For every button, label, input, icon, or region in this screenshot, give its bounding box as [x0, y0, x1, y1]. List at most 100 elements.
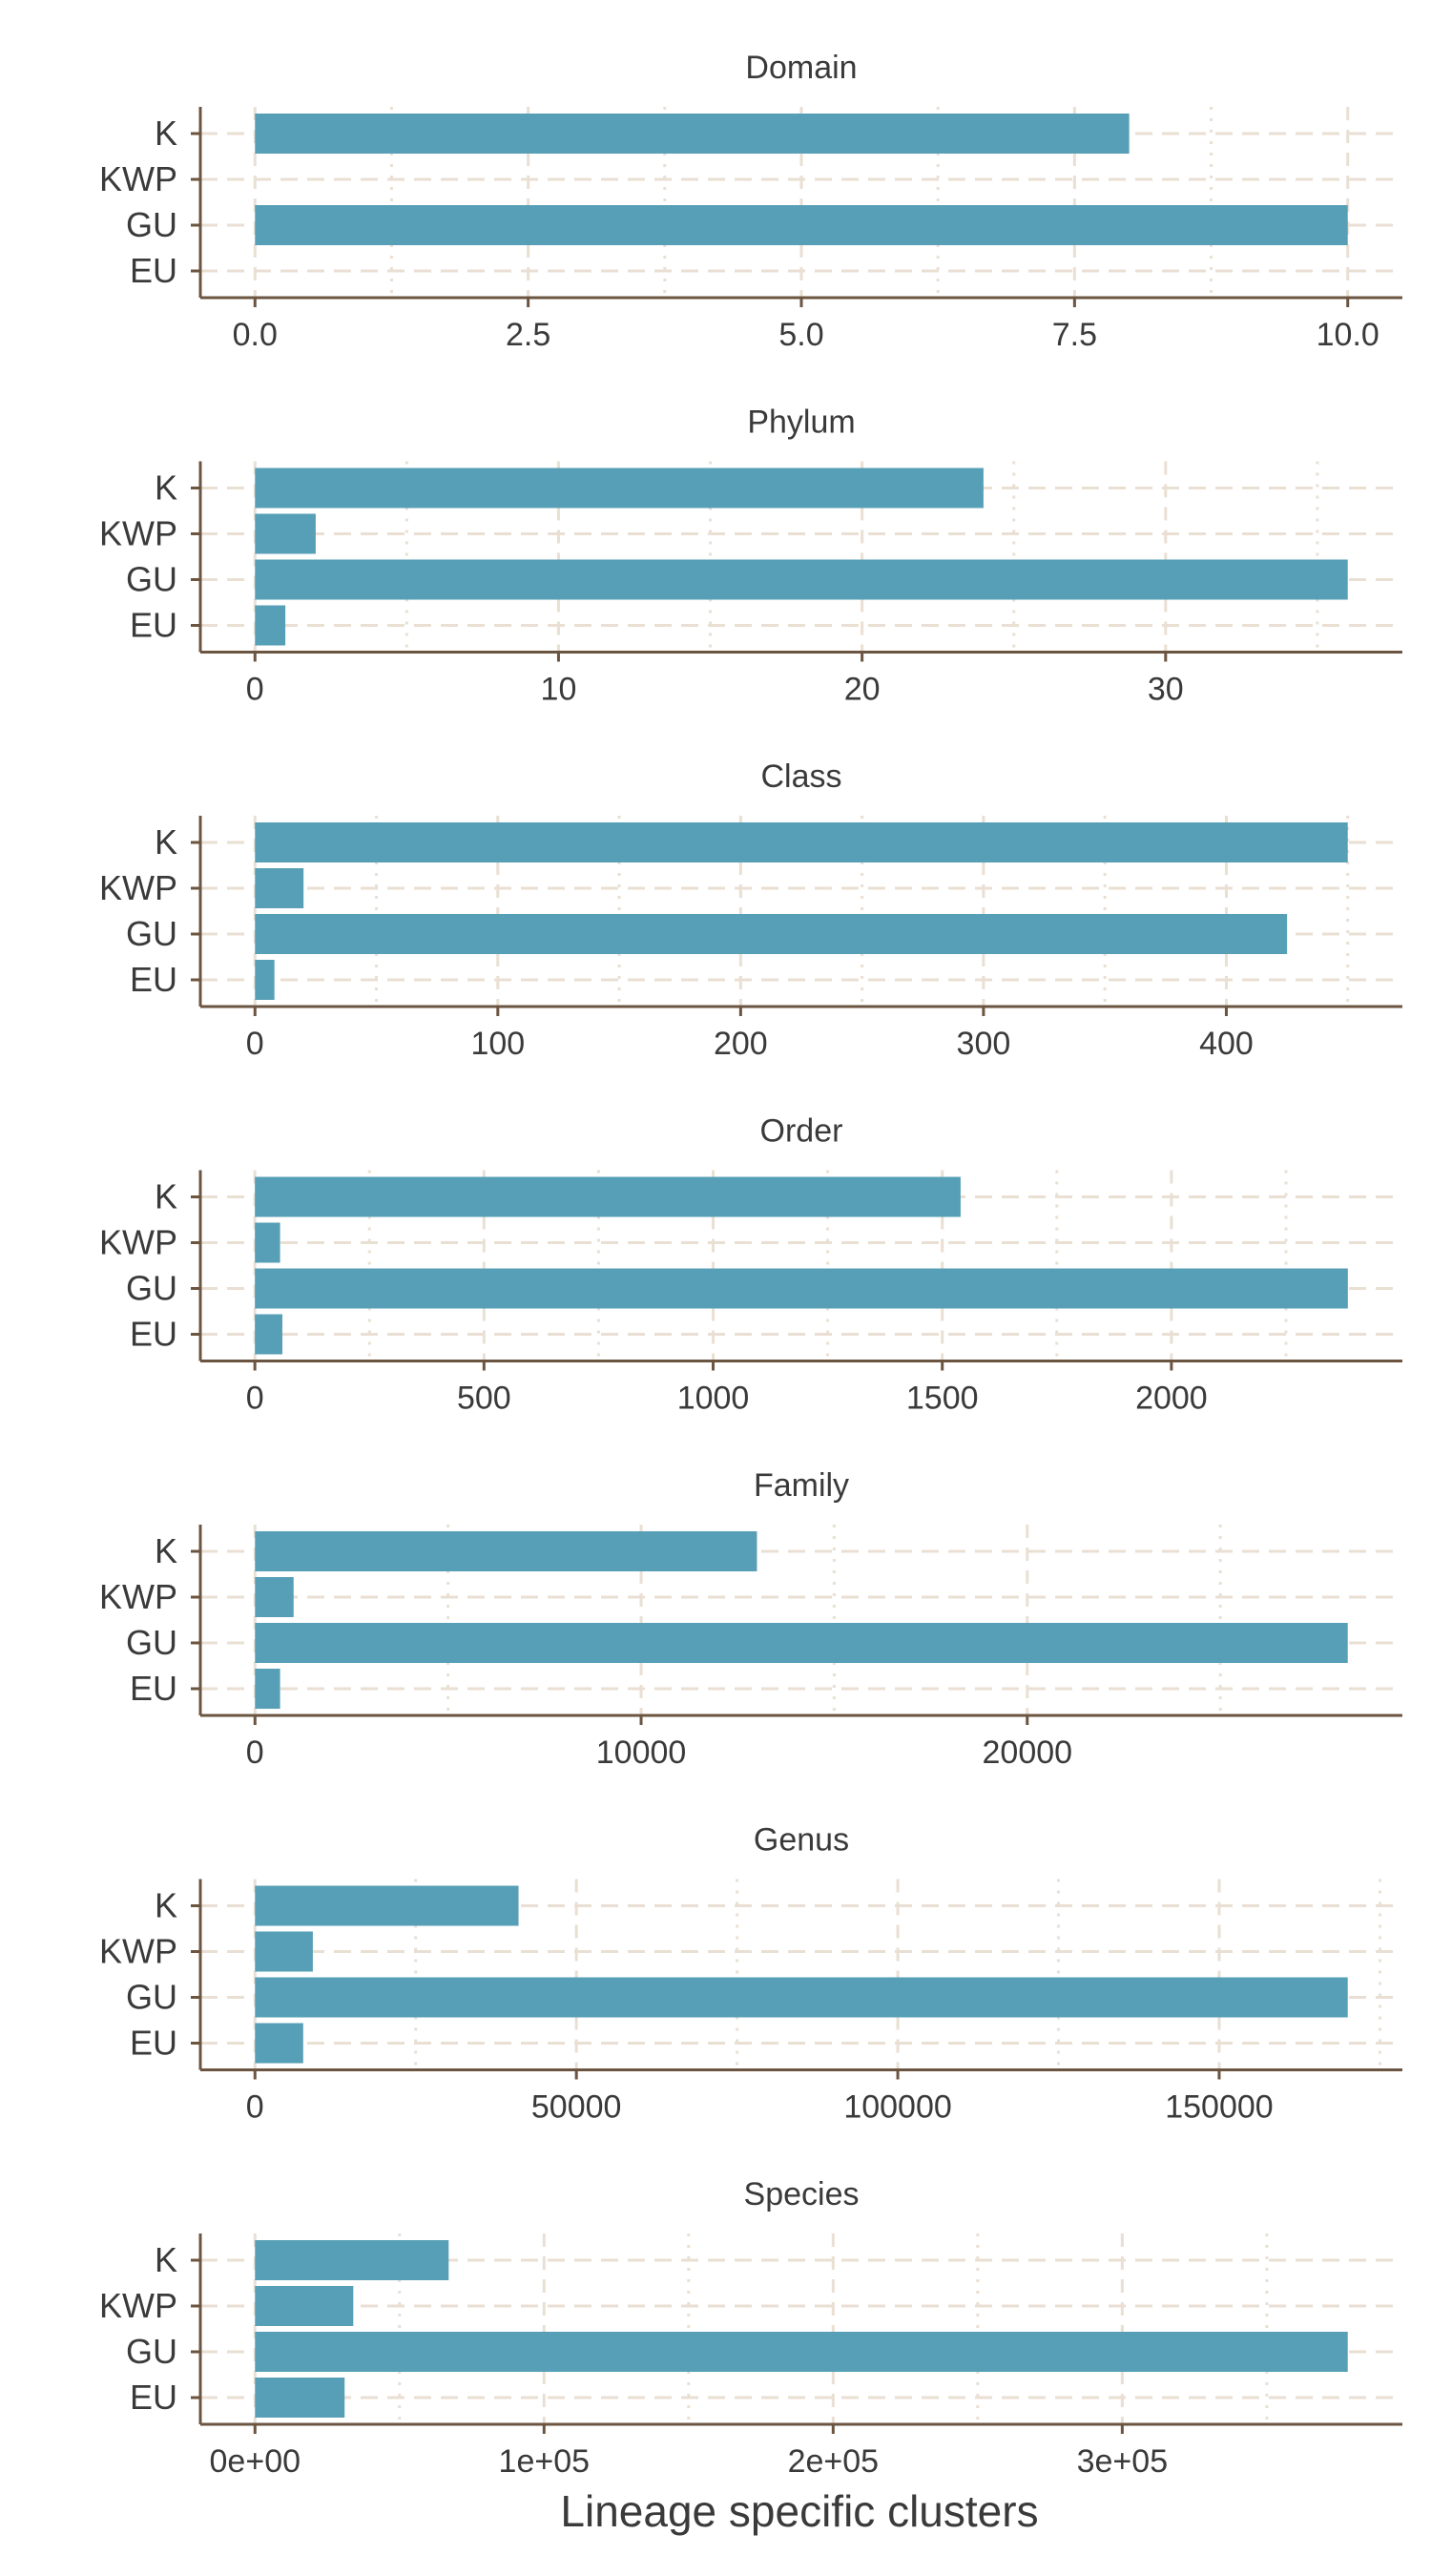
- x-tick-label: 0: [246, 1381, 264, 1417]
- bar-kwp: [255, 1577, 294, 1617]
- panel-title: Order: [760, 1113, 843, 1150]
- category-label-gu: GU: [126, 560, 177, 599]
- x-tick-label: 10000: [596, 1735, 687, 1771]
- bar-gu: [255, 1623, 1348, 1663]
- x-tick-label: 0: [246, 1026, 264, 1062]
- panel-genus: Genus K KWP GU EU 0 50000 100000 150000: [99, 1822, 1402, 2126]
- x-tick-label: 7.5: [1052, 317, 1097, 353]
- bar-eu: [255, 605, 286, 646]
- x-tick-label: 1000: [677, 1381, 750, 1417]
- x-tick-label: 20: [844, 672, 881, 708]
- panel-title: Species: [744, 2176, 860, 2212]
- bar-kwp: [255, 1222, 280, 1263]
- bar-k: [255, 1531, 757, 1571]
- x-tick-label: 50000: [531, 2089, 622, 2126]
- x-tick-label: 3e+05: [1077, 2443, 1169, 2480]
- category-label-eu: EU: [130, 606, 177, 645]
- category-label-k: K: [155, 1177, 177, 1216]
- bar-gu: [255, 559, 1348, 600]
- panel-class: Class K KWP GU EU 0 100 200 300 400: [99, 758, 1402, 1062]
- x-tick-label: 20000: [983, 1735, 1073, 1771]
- panel-domain: Domain K KWP GU EU 0.0 2.5 5.0 7.5 10.0: [99, 50, 1402, 353]
- bar-k: [255, 2240, 449, 2280]
- x-tick-label: 30: [1148, 672, 1184, 708]
- x-axis-title: Lineage specific clusters: [560, 2486, 1038, 2536]
- x-tick-label: 0: [246, 1735, 264, 1771]
- category-label-kwp: KWP: [99, 1932, 177, 1971]
- bar-k: [255, 1885, 519, 1926]
- category-label-k: K: [155, 114, 177, 153]
- panel-species: Species K KWP GU EU 0e+00 1e+05 2e+05 3e+05: [99, 2176, 1402, 2480]
- category-label-k: K: [155, 468, 177, 508]
- category-label-kwp: KWP: [99, 1223, 177, 1262]
- panel-family: Family K KWP GU EU 0 10000 20000: [99, 1467, 1402, 1771]
- x-tick-label: 2e+05: [788, 2443, 880, 2480]
- category-label-kwp: KWP: [99, 2286, 177, 2325]
- x-tick-label: 100000: [843, 2089, 951, 2126]
- category-label-eu: EU: [130, 2024, 177, 2063]
- category-label-k: K: [155, 1531, 177, 1570]
- x-tick-label: 300: [957, 1026, 1011, 1062]
- category-label-kwp: KWP: [99, 159, 177, 198]
- category-label-eu: EU: [130, 1669, 177, 1708]
- bar-k: [255, 1176, 961, 1217]
- bar-gu: [255, 1268, 1348, 1309]
- category-label-k: K: [155, 822, 177, 862]
- category-label-gu: GU: [126, 1978, 177, 2017]
- x-tick-label: 1e+05: [499, 2443, 591, 2480]
- bar-gu: [255, 205, 1348, 245]
- x-tick-label: 2000: [1135, 1381, 1208, 1417]
- category-label-eu: EU: [130, 960, 177, 999]
- category-label-eu: EU: [130, 2378, 177, 2417]
- x-tick-label: 100: [470, 1026, 525, 1062]
- category-label-eu: EU: [130, 1315, 177, 1354]
- bar-eu: [255, 2023, 303, 2064]
- bar-k: [255, 822, 1348, 862]
- x-tick-label: 0e+00: [210, 2443, 301, 2480]
- x-tick-label: 200: [714, 1026, 768, 1062]
- bar-eu: [255, 2378, 345, 2418]
- panel-title: Genus: [754, 1822, 849, 1859]
- category-label-gu: GU: [126, 1269, 177, 1308]
- x-tick-label: 150000: [1165, 2089, 1273, 2126]
- x-tick-label: 1500: [906, 1381, 979, 1417]
- panel-phylum: Phylum K KWP GU EU 0 10 20 30: [99, 405, 1402, 708]
- bar-kwp: [255, 868, 304, 908]
- x-tick-label: 0: [246, 672, 264, 708]
- category-label-eu: EU: [130, 251, 177, 290]
- category-label-kwp: KWP: [99, 514, 177, 553]
- bar-gu: [255, 914, 1288, 954]
- x-tick-label: 10: [541, 672, 577, 708]
- category-label-k: K: [155, 1886, 177, 1925]
- bar-eu: [255, 960, 275, 1000]
- x-tick-label: 10.0: [1317, 317, 1379, 353]
- x-tick-label: 5.0: [778, 317, 823, 353]
- x-tick-label: 0.0: [233, 317, 278, 353]
- bar-k: [255, 467, 984, 509]
- panel-title: Family: [754, 1467, 849, 1504]
- category-label-kwp: KWP: [99, 1577, 177, 1616]
- bar-gu: [255, 1977, 1348, 2018]
- bar-k: [255, 114, 1130, 154]
- bar-kwp: [255, 1931, 313, 1972]
- bar-kwp: [255, 513, 316, 554]
- panel-title: Class: [760, 758, 841, 795]
- bar-eu: [255, 1669, 280, 1709]
- bar-gu: [255, 2332, 1348, 2372]
- category-label-k: K: [155, 2240, 177, 2279]
- panel-title: Domain: [745, 50, 857, 86]
- category-label-gu: GU: [126, 1623, 177, 1662]
- category-label-kwp: KWP: [99, 868, 177, 907]
- bar-kwp: [255, 2286, 354, 2326]
- category-label-gu: GU: [126, 2332, 177, 2371]
- panel-order: Order K KWP GU EU 0 500 1000 1500 2000: [99, 1113, 1402, 1417]
- x-tick-label: 500: [457, 1381, 511, 1417]
- x-tick-label: 0: [246, 2089, 264, 2126]
- x-tick-label: 400: [1199, 1026, 1254, 1062]
- category-label-gu: GU: [126, 914, 177, 953]
- panel-title: Phylum: [747, 405, 855, 441]
- bar-eu: [255, 1314, 282, 1355]
- category-label-gu: GU: [126, 205, 177, 244]
